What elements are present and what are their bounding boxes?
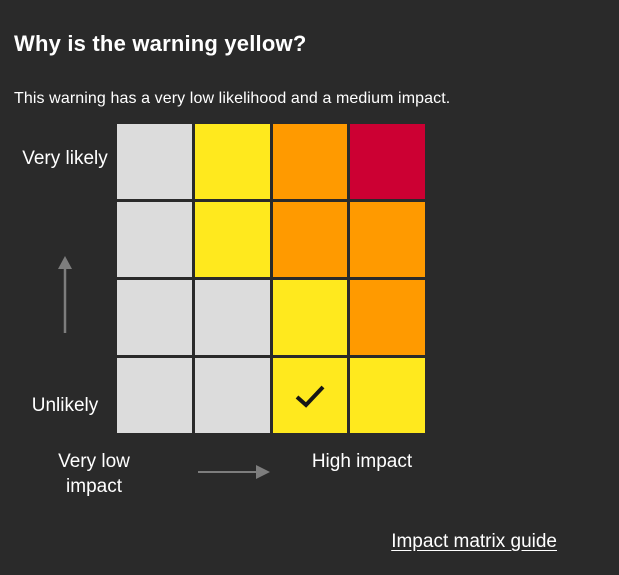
matrix-cell-r2c1 [194, 280, 270, 355]
warning-explanation-text: This warning has a very low likelihood a… [14, 90, 451, 107]
matrix-cell-r1c0 [117, 202, 192, 277]
impact-axis-left-label: Very low impact [58, 451, 130, 497]
matrix-cell-r2c3 [350, 280, 425, 355]
matrix-cell-r3c3 [350, 358, 425, 433]
matrix-cell-r0c0 [117, 124, 192, 199]
matrix-cell-r3c0 [117, 358, 192, 433]
matrix-cell-r3c2 [272, 358, 348, 433]
matrix-cell-r2c0 [117, 280, 192, 355]
matrix-cell-r1c2 [272, 202, 348, 277]
matrix-cell-r0c3 [350, 124, 425, 199]
matrix-cell-r3c1 [194, 358, 270, 433]
likelihood-axis-top-label: Very likely [22, 148, 108, 169]
matrix-cell-r1c3 [350, 202, 425, 277]
impact-likelihood-matrix [117, 124, 425, 433]
likelihood-axis-bottom-label: Unlikely [31, 395, 99, 416]
impact-axis-arrow-icon [198, 465, 270, 484]
impact-matrix-guide-link[interactable]: Impact matrix guide [391, 531, 557, 552]
matrix-cell-r1c1 [194, 202, 270, 277]
current-warning-check-icon [293, 383, 327, 409]
impact-axis-right-label: High impact [311, 451, 413, 472]
matrix-cell-r0c1 [194, 124, 270, 199]
matrix-cell-r0c2 [272, 124, 348, 199]
page-title: Why is the warning yellow? [14, 30, 307, 56]
matrix-cell-r2c2 [272, 280, 348, 355]
likelihood-axis-arrow-icon [58, 255, 72, 338]
